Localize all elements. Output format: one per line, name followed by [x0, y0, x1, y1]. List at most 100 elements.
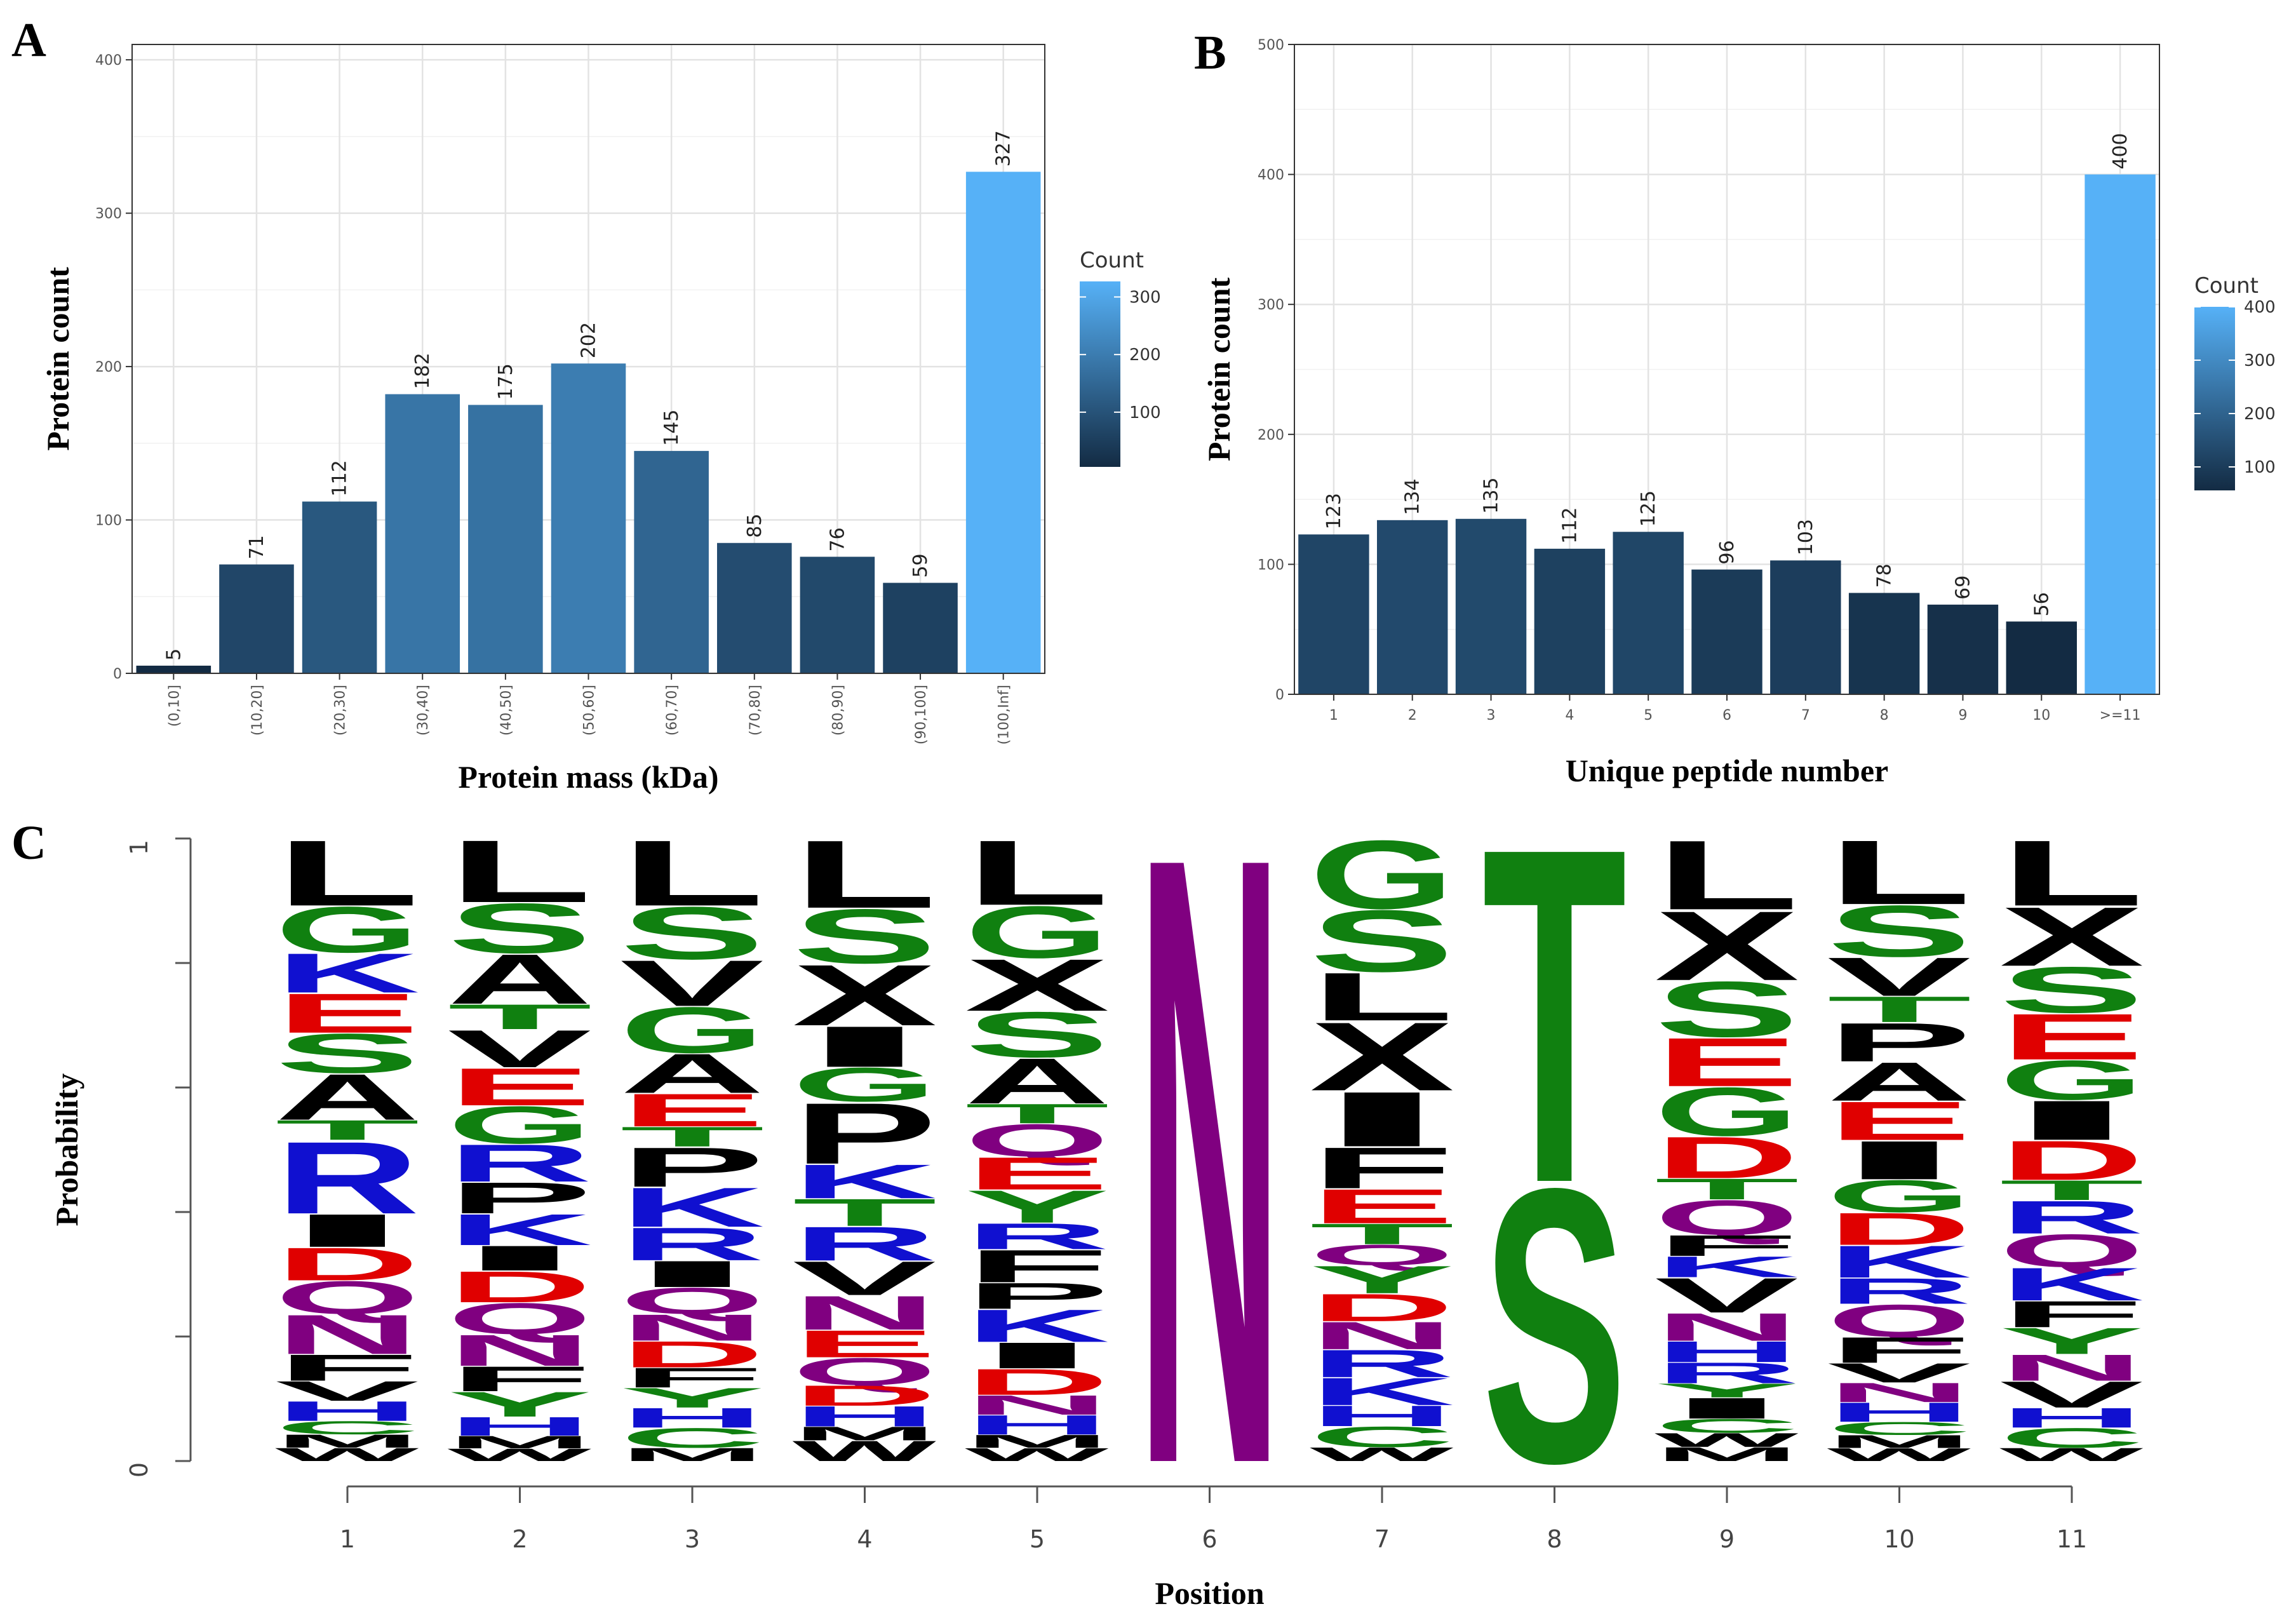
bar-a-1 — [136, 665, 211, 673]
logo-letter-pos2-T: T — [448, 997, 593, 1037]
logo-letter-pos4-G: G — [793, 1058, 937, 1112]
x-axis-title: Position — [1155, 1575, 1264, 1611]
logo-letter-pos9-I: I — [1655, 1392, 1799, 1425]
panel-letter-c: C — [11, 816, 46, 870]
logo-letter-pos10-V: V — [1827, 946, 1971, 1007]
logo-letter-pos9-T: T — [1655, 1173, 1799, 1206]
logo-letter-pos11-L: L — [1999, 821, 2144, 926]
logo-letter-pos2-L: L — [448, 822, 593, 921]
logo-letter-pos6-N: N — [1138, 675, 1282, 1623]
logo-letter-pos11-T: T — [1999, 1175, 2144, 1206]
bar-a-7 — [634, 450, 709, 673]
logo-letter-pos1-M: M — [275, 1431, 420, 1451]
legend-tick-label: 400 — [2244, 298, 2276, 317]
logo-letter-pos1-G: G — [275, 893, 420, 966]
logo-letter-pos4-R: R — [793, 1216, 937, 1270]
logo-letter-pos11-I: I — [1999, 1089, 2144, 1152]
logo-letter-pos9-Q: Q — [1655, 1190, 1799, 1246]
logo-letter-pos9-X: X — [1655, 891, 1801, 1001]
bar-value-label: 134 — [1402, 479, 1424, 515]
logo-letter-pos11-E: E — [1999, 1000, 2144, 1074]
logo-letter-pos5-L: L — [965, 821, 1110, 924]
x-tick-label: (100,Inf] — [997, 685, 1012, 744]
logo-letter-pos1-N: N — [275, 1303, 420, 1366]
logo-letter-pos7-H: H — [1310, 1399, 1454, 1432]
x-tick-label: 7 — [1801, 708, 1810, 724]
logo-letter-pos5-R: R — [965, 1216, 1110, 1257]
x-tick-label: (20,30] — [333, 685, 349, 736]
logo-letter-pos10-L: L — [1827, 821, 1972, 924]
logo-letter-pos3-E: E — [620, 1084, 765, 1136]
legend-tick-label: 200 — [2244, 405, 2276, 424]
logo-letter-pos4-L: L — [793, 821, 937, 929]
panel-letter-b: B — [1194, 26, 1226, 79]
logo-letter-pos7-G: G — [1310, 820, 1454, 929]
logo-letter-pos2-E: E — [448, 1057, 593, 1117]
logo-letter-pos2-A: A — [448, 940, 593, 1020]
logo-letter-pos5-S: S — [965, 999, 1110, 1071]
x-tick-label: 10 — [2032, 708, 2050, 724]
logo-letter-pos7-X: X — [1310, 1002, 1456, 1112]
logo-letter-pos7-F: F — [1310, 1135, 1454, 1201]
logo-letter-pos11-W: W — [1999, 1444, 2144, 1465]
legend-tick-label: 200 — [1129, 346, 1161, 365]
logo-letter-pos3-F: F — [620, 1362, 765, 1393]
x-tick-label: (10,20] — [250, 685, 265, 736]
x-tick-label: (30,40] — [415, 685, 431, 736]
logo-letter-pos1-K: K — [275, 942, 420, 1005]
x-tick-label: (50,60] — [582, 685, 598, 736]
bar-a-11 — [965, 172, 1041, 673]
logo-letter-pos7-T: T — [1310, 1218, 1454, 1251]
bar-a-8 — [716, 542, 792, 673]
logo-letter-pos3-H: H — [620, 1402, 765, 1433]
logo-letter-pos9-E: E — [1655, 1023, 1799, 1101]
logo-letter-pos4-V: V — [793, 1251, 937, 1305]
x-tick-label: 4 — [1565, 708, 1574, 724]
x-tick-label: (60,70] — [664, 685, 680, 736]
bar-b-6 — [1691, 569, 1762, 694]
logo-letter-pos9-C: C — [1655, 1415, 1799, 1437]
x-tick-label: 3 — [1487, 708, 1496, 724]
bar-b-10 — [2006, 621, 2077, 694]
logo-letter-pos4-N: N — [793, 1286, 937, 1340]
logo-letter-pos10-K: K — [1827, 1236, 1972, 1288]
bar-value-label: 76 — [826, 527, 849, 551]
bar-value-label: 69 — [1952, 576, 1974, 600]
logo-letter-pos8-T: T — [1482, 748, 1627, 1282]
legend-tick-label: 300 — [1129, 288, 1161, 307]
logo-letter-pos9-M: M — [1655, 1443, 1799, 1465]
logo-letter-pos5-G: G — [965, 891, 1110, 974]
logo-letter-pos5-M: M — [965, 1431, 1110, 1451]
y-tick-label: 1 — [125, 840, 153, 855]
y-tick-label: 400 — [95, 53, 122, 69]
bar-a-2 — [219, 564, 294, 673]
logo-letter-pos4-I: I — [793, 1014, 937, 1079]
logo-letter-pos10-I: I — [1827, 1129, 1972, 1191]
logo-letter-pos3-L: L — [620, 821, 765, 926]
logo-letter-pos4-S: S — [793, 893, 937, 980]
logo-letter-pos3-C: C — [620, 1422, 765, 1453]
logo-letter-pos10-R: R — [1827, 1271, 1972, 1312]
logo-letter-pos7-Q: Q — [1310, 1239, 1454, 1271]
logo-letter-pos3-I: I — [620, 1253, 765, 1295]
x-tick-label: 9 — [1719, 1525, 1735, 1553]
logo-letter-pos1-V: V — [275, 1375, 419, 1406]
logo-letter-pos10-A: A — [1827, 1051, 1972, 1113]
x-tick-label: 5 — [1644, 708, 1653, 724]
logo-letter-pos7-N: N — [1310, 1314, 1454, 1357]
x-tick-label: (90,100] — [913, 685, 929, 744]
x-tick-label: >=11 — [2100, 708, 2141, 724]
logo-letter-pos2-V: V — [448, 1019, 592, 1079]
logo-letter-pos1-R: R — [275, 1121, 420, 1236]
y-tick-label: 0 — [125, 1462, 153, 1478]
logo-letter-pos9-F: F — [1655, 1229, 1799, 1262]
logo-letter-pos1-H: H — [275, 1396, 420, 1427]
bar-a-3 — [302, 501, 377, 673]
logo-letter-pos1-S: S — [275, 1022, 420, 1085]
logo-letter-pos11-Y: Y — [1999, 1320, 2144, 1362]
logo-letter-pos2-R: R — [448, 1133, 593, 1193]
logo-letter-pos9-K: K — [1655, 1250, 1799, 1283]
bar-b-5 — [1613, 532, 1684, 694]
